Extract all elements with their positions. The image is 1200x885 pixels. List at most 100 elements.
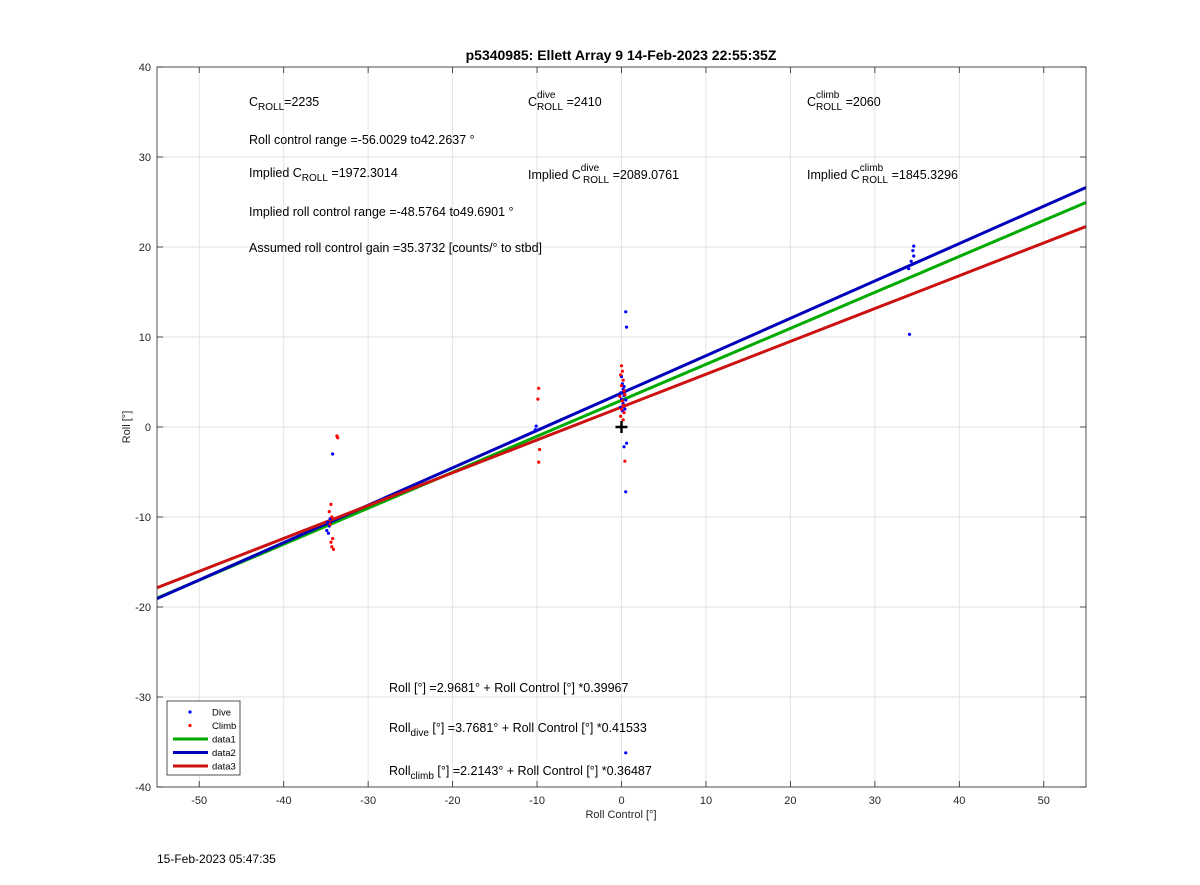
x-tick-label: 40 (953, 795, 965, 807)
y-tick-label: 30 (139, 152, 151, 164)
gain-text: Assumed roll control gain =35.3732 [coun… (249, 241, 542, 255)
dive-point (907, 332, 912, 336)
dive-point (624, 310, 628, 314)
climb-point (623, 459, 627, 463)
implied-c-roll-dive-text: Implied Cdive ROLL =2089.0761 (528, 163, 679, 186)
y-tick-label: -10 (135, 512, 151, 524)
climb-point (329, 502, 333, 506)
legend-marker-Dive (188, 710, 192, 714)
dive-point (325, 528, 329, 533)
climb-point (330, 515, 334, 519)
legend-label-data3: data3 (212, 762, 236, 773)
dive-point (325, 520, 330, 525)
climb-point (619, 407, 624, 411)
dive-point (624, 490, 628, 494)
dive-point (912, 254, 916, 258)
x-tick-label: 30 (869, 795, 881, 807)
climb-point (536, 397, 540, 401)
climb-point (619, 384, 624, 388)
legend-label-data2: data2 (212, 748, 236, 759)
implied-c-roll-climb-text: Implied Cclimb ROLL =1845.3296 (807, 163, 958, 186)
y-tick-label: 40 (139, 62, 151, 74)
x-tick-label: -50 (191, 795, 207, 807)
y-tick-label: -20 (135, 602, 151, 614)
dive-point (907, 267, 911, 271)
axes-box (156, 66, 1087, 788)
dive-point (534, 424, 538, 428)
print-timestamp: 15-Feb-2023 05:47:35 (157, 852, 276, 866)
climb-point (620, 369, 624, 373)
implied-range-text: Implied roll control range =-48.5764 to4… (249, 205, 514, 219)
climb-point (329, 540, 333, 544)
x-axis-label: Roll Control [°] (585, 809, 656, 821)
roll-range-text: Roll control range =-56.0029 to42.2637 ° (249, 133, 475, 147)
y-tick-label: -30 (135, 692, 151, 704)
fit-climb-text: Rollclimb [°] =2.2143° + Roll Control [°… (389, 764, 652, 782)
y-tick-label: 10 (139, 332, 151, 344)
climb-point (336, 436, 340, 440)
legend-marker-Climb (188, 723, 192, 728)
climb-point (330, 545, 334, 549)
dive-point (619, 391, 623, 395)
climb-point (623, 393, 627, 397)
x-tick-label: -40 (276, 795, 292, 807)
dive-point (622, 445, 626, 449)
climb-point (328, 522, 332, 526)
chart-title: p5340985: Ellett Array 9 14-Feb-2023 22:… (466, 47, 777, 63)
annotations: CROLL=2235 Cdive ROLL =2410 Cclimb ROLL =2… (249, 90, 958, 782)
x-tick-label: 10 (700, 795, 712, 807)
climb-point (622, 389, 626, 393)
climb-point (537, 460, 541, 464)
dive-point (912, 244, 916, 248)
dive-point (622, 384, 626, 389)
dive-point (331, 452, 335, 456)
climb-point (618, 394, 622, 398)
climb-point (331, 547, 336, 552)
implied-c-roll-text: Implied CROLL =1972.3014 (249, 166, 398, 184)
climb-point (621, 418, 625, 422)
data-points (325, 244, 916, 755)
x-tick-labels: -50 -40 -30 -20 -10 0 10 20 30 40 50 (191, 795, 1050, 807)
x-tick-label: -20 (445, 795, 461, 807)
climb-point (537, 447, 542, 452)
c-roll-dive-text: Cdive ROLL =2410 (528, 90, 602, 113)
c-roll-climb-text: Cclimb ROLL =2060 (807, 90, 881, 113)
y-tick-label: -40 (135, 782, 151, 794)
dive-point (624, 441, 629, 445)
legend-label-Climb: Climb (212, 721, 236, 732)
x-tick-label: -30 (360, 795, 376, 807)
climb-point (621, 378, 625, 382)
origin-marker (615, 421, 628, 433)
dive-point (909, 259, 913, 263)
climb-point (537, 386, 541, 390)
climb-point (331, 537, 335, 541)
dive-point (624, 398, 628, 402)
x-tick-label: 20 (784, 795, 796, 807)
y-tick-label: 20 (139, 242, 151, 254)
dive-point (533, 428, 537, 432)
dive-point (624, 751, 628, 755)
climb-point (327, 510, 331, 514)
fit-all-text: Roll [°] =2.9681° + Roll Control [°] *0.… (389, 681, 628, 695)
dive-point (624, 325, 629, 329)
x-tick-label: 0 (618, 795, 624, 807)
legend-label-Dive: Dive (212, 708, 231, 719)
climb-point (619, 414, 623, 418)
climb-point (622, 411, 626, 415)
climb-point (620, 399, 624, 403)
x-tick-label: 50 (1038, 795, 1050, 807)
dive-point (911, 249, 915, 253)
legend: Dive Climb data1 data2 data3 (166, 700, 241, 776)
y-tick-labels: -40 -30 -20 -10 0 10 20 30 40 (135, 62, 151, 794)
legend-label-data1: data1 (212, 735, 236, 746)
fit-dive-text: Rolldive [°] =3.7681° + Roll Control [°]… (389, 721, 647, 739)
climb-point (619, 373, 623, 377)
dive-point (623, 407, 627, 411)
climb-point (619, 364, 624, 368)
c-roll-text: CROLL=2235 (249, 95, 319, 113)
y-axis-label: Roll [°] (121, 411, 133, 444)
y-tick-label: 0 (145, 422, 151, 434)
x-tick-label: -10 (529, 795, 545, 807)
climb-point (621, 403, 625, 407)
